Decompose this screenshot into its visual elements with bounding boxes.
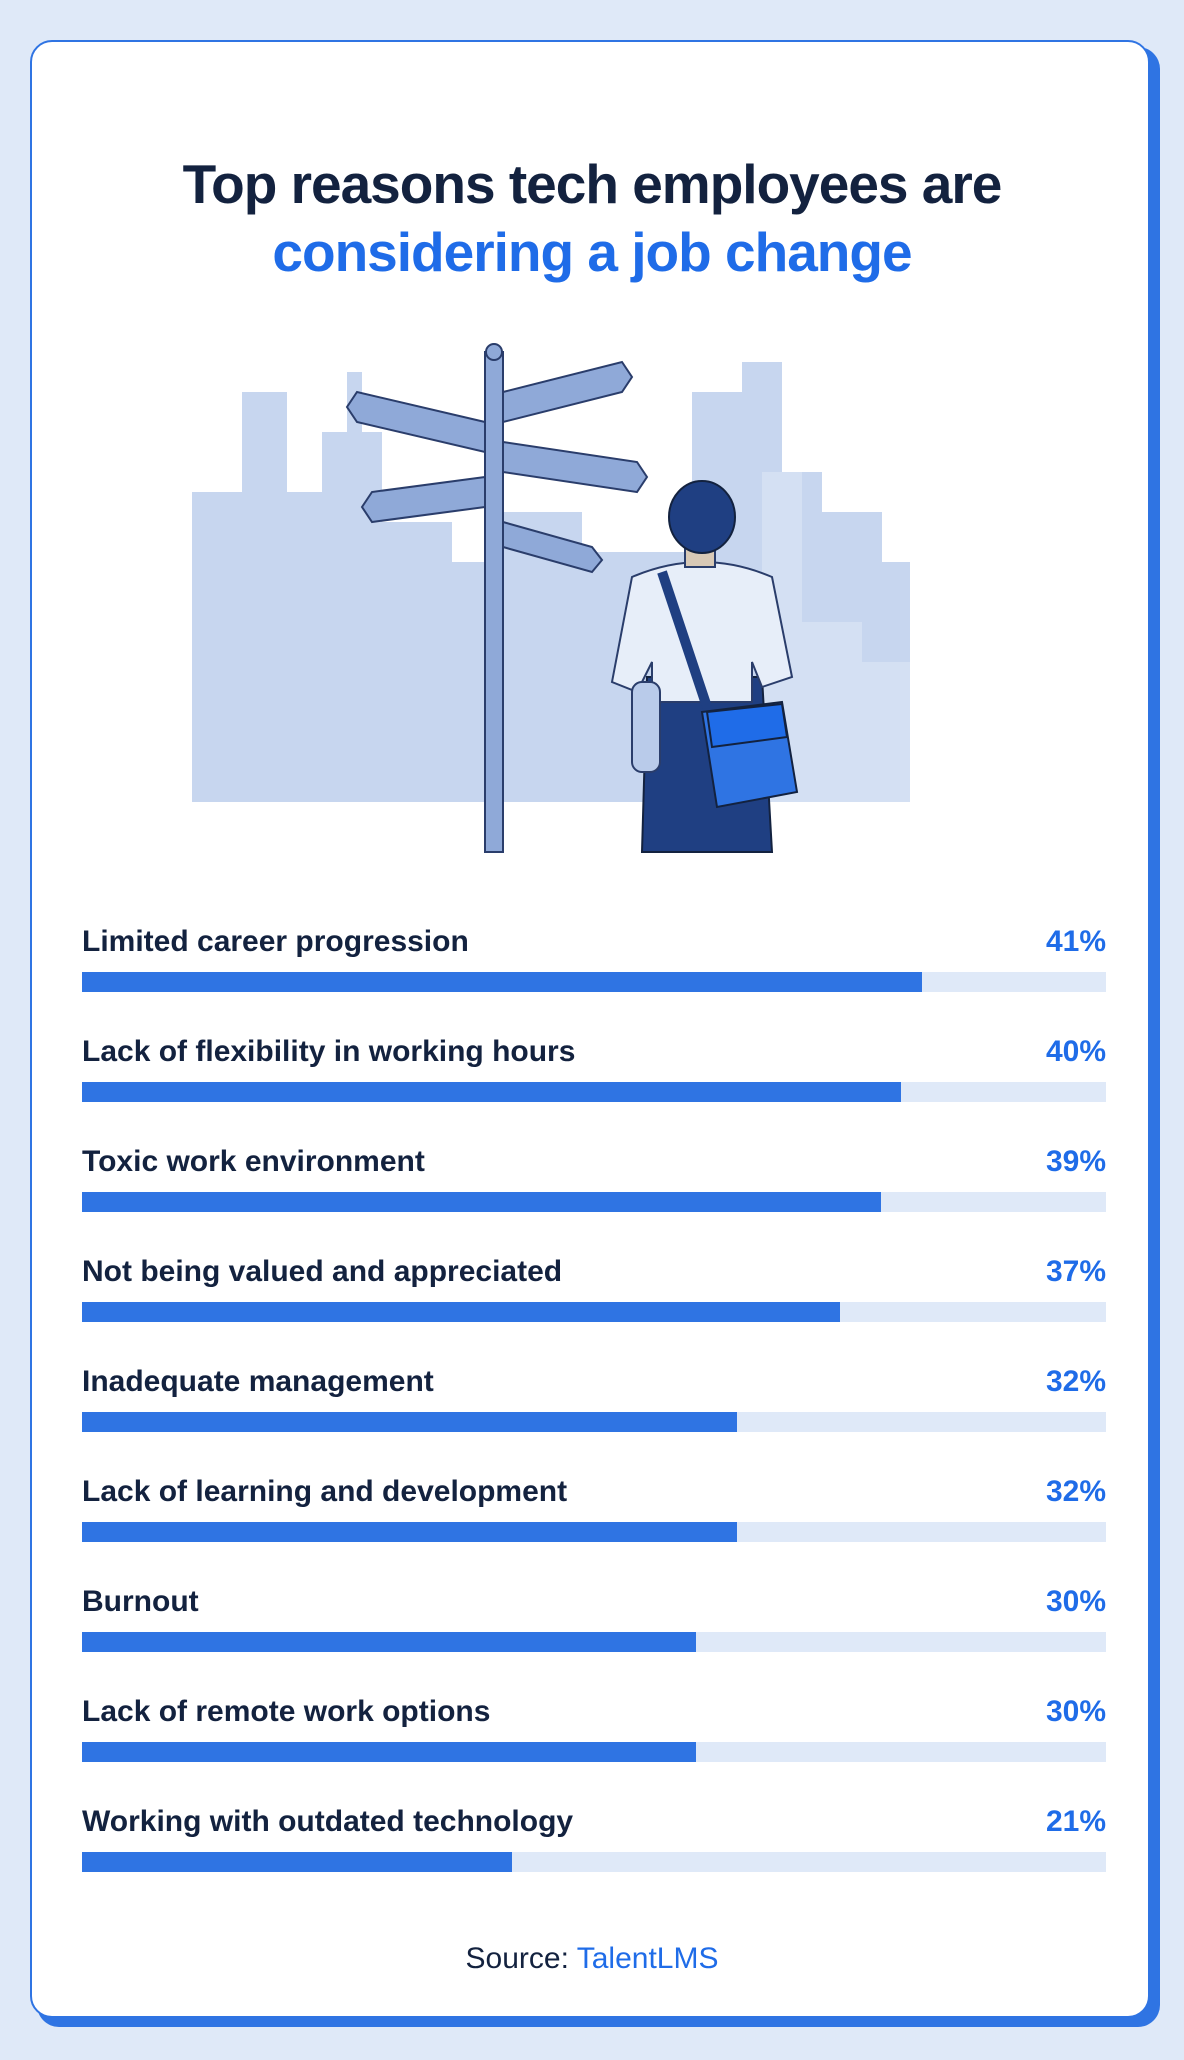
bar-track <box>82 1632 1106 1652</box>
bar <box>82 1302 840 1322</box>
page-title: Top reasons tech employees are consideri… <box>32 150 1152 286</box>
bar-track <box>82 1522 1106 1542</box>
bar-label: Burnout <box>82 1585 199 1618</box>
bar-value-label: 32% <box>1045 1365 1106 1398</box>
bar-row: Limited career progression 41% <box>82 918 1106 1028</box>
source-link[interactable]: TalentLMS <box>576 1942 719 1975</box>
bar-label: Inadequate management <box>82 1365 434 1398</box>
bar <box>82 1192 881 1212</box>
bar-value-label: 21% <box>1045 1805 1106 1838</box>
bar-label: Not being valued and appreciated <box>82 1255 563 1288</box>
bar-row: Working with outdated technology 21% <box>82 1798 1106 1908</box>
bar <box>82 1522 737 1542</box>
bar <box>82 1742 696 1762</box>
bar-row: Toxic work environment 39% <box>82 1138 1106 1248</box>
bar-track <box>82 1742 1106 1762</box>
bar-value-label: 30% <box>1045 1695 1106 1728</box>
bar-track <box>82 1082 1106 1102</box>
signpost-icon <box>345 343 649 853</box>
bar-value-label: 37% <box>1045 1255 1106 1288</box>
bar-label: Limited career progression <box>82 925 469 958</box>
bar <box>82 1852 512 1872</box>
bar-value-label: 40% <box>1045 1035 1106 1068</box>
bar-label: Working with outdated technology <box>82 1805 574 1838</box>
bar-row: Lack of remote work options 30% <box>82 1688 1106 1798</box>
bar-label: Lack of learning and development <box>82 1475 568 1508</box>
bar-value-label: 32% <box>1045 1475 1106 1508</box>
bar-row: Inadequate management 32% <box>82 1358 1106 1468</box>
bar-value-label: 39% <box>1045 1145 1106 1178</box>
bar-track <box>82 972 1106 992</box>
bar-label: Toxic work environment <box>82 1145 425 1178</box>
bar-track <box>82 1302 1106 1322</box>
bar-track <box>82 1192 1106 1212</box>
bar-row: Lack of flexibility in working hours 40% <box>82 1028 1106 1138</box>
bar-track <box>82 1412 1106 1432</box>
bar-value-label: 41% <box>1045 925 1106 958</box>
infographic-card: Top reasons tech employees are consideri… <box>30 40 1150 2018</box>
bar-track <box>82 1852 1106 1872</box>
person-with-bag-icon <box>610 480 799 853</box>
bar <box>82 1082 901 1102</box>
source-prefix: Source: <box>465 1942 569 1975</box>
bar-row: Lack of learning and development 32% <box>82 1468 1106 1578</box>
bar-row: Burnout 30% <box>82 1578 1106 1688</box>
title-line-1: Top reasons tech employees are <box>182 153 1003 215</box>
bar <box>82 972 922 992</box>
source-note: Source: TalentLMS <box>32 1942 1152 1976</box>
bar <box>82 1632 696 1652</box>
bar <box>82 1412 737 1432</box>
bar-label: Lack of flexibility in working hours <box>82 1035 576 1068</box>
signpost-person-city-illustration <box>162 343 1042 853</box>
bar-row: Not being valued and appreciated 37% <box>82 1248 1106 1358</box>
bar-label: Lack of remote work options <box>82 1695 491 1728</box>
bar-chart: Limited career progression 41% Lack of fle… <box>82 918 1106 1908</box>
bar-value-label: 30% <box>1045 1585 1106 1618</box>
title-line-2: considering a job change <box>272 221 912 283</box>
city-skyline-icon <box>162 362 1042 852</box>
